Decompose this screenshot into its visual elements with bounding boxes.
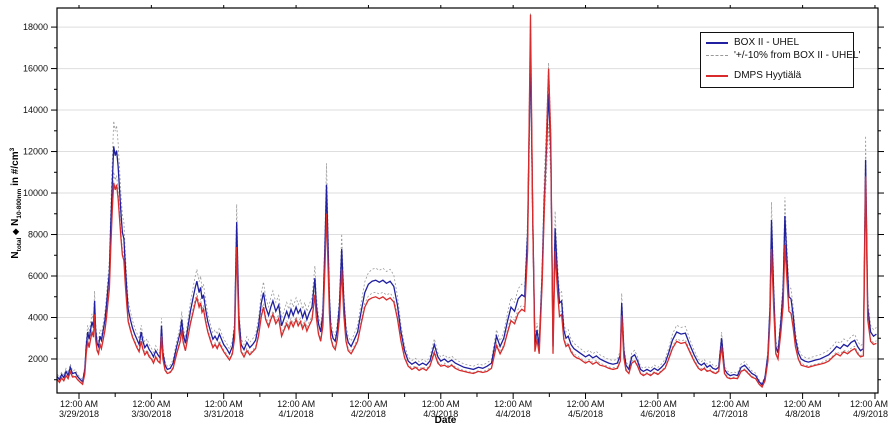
x-tick-date: 3/30/2018 xyxy=(131,409,171,419)
series-lines xyxy=(56,12,877,389)
y-tick-label: 8000 xyxy=(28,230,48,240)
x-tick-time: 12:00 AM xyxy=(349,399,387,409)
x-tick-date: 4/1/2018 xyxy=(279,409,314,419)
y-axis-label: Ntotal ◆ N10-800nm in #/cm3 xyxy=(9,85,23,321)
legend-item-plusminus10: '+/-10% from BOX II - UHEL' xyxy=(706,49,860,62)
x-tick-time: 12:00 AM xyxy=(494,399,532,409)
x-tick-date: 4/9/2018 xyxy=(853,409,888,419)
y-tick-label: 10000 xyxy=(23,188,48,198)
y-axis-label-n1: N xyxy=(10,251,22,259)
x-tick-date: 3/29/2018 xyxy=(59,409,99,419)
y-tick-label: 4000 xyxy=(28,312,48,322)
y-tick-label: 12000 xyxy=(23,147,48,157)
y-axis-label-units-exp: 3 xyxy=(8,147,16,152)
x-tick-time: 12:00 AM xyxy=(850,399,888,409)
x-tick-date: 4/6/2018 xyxy=(640,409,675,419)
x-tick-time: 12:00 AM xyxy=(567,399,605,409)
y-axis-label-n2-sub: 10-800nm xyxy=(16,188,24,219)
x-tick-date: 4/2/2018 xyxy=(351,409,386,419)
legend-swatch-blue-line xyxy=(706,41,728,44)
legend-swatch-red-line xyxy=(706,74,728,77)
series-plus10-dashed xyxy=(56,12,877,385)
x-tick-date: 4/3/2018 xyxy=(423,409,458,419)
x-tick-date: 4/7/2018 xyxy=(713,409,748,419)
y-tick-label: 14000 xyxy=(23,105,48,115)
x-tick-time: 12:00 AM xyxy=(639,399,677,409)
legend-label-plusminus10: '+/-10% from BOX II - UHEL' xyxy=(734,50,861,61)
y-axis-label-units: in #/cm xyxy=(10,151,22,189)
series-box-ii-uhel xyxy=(56,47,877,387)
x-tick-time: 12:00 AM xyxy=(784,399,822,409)
y-tick-label: 18000 xyxy=(23,22,48,32)
x-tick-date: 4/4/2018 xyxy=(496,409,531,419)
series-dmps-hyytiala xyxy=(56,14,877,389)
y-axis-label-n2: N xyxy=(10,218,22,226)
legend-item-dmps: DMPS Hyytiälä xyxy=(706,69,848,82)
y-tick-label: 16000 xyxy=(23,64,48,74)
y-axis-label-n1-sub: total xyxy=(16,237,24,252)
diamond-marker-icon: ◆ xyxy=(11,228,21,235)
x-tick-time: 12:00 AM xyxy=(277,399,315,409)
legend-swatch-dashed-line xyxy=(706,55,728,56)
tick-labels: 2000 4000 6000 8000 10000 12000 14000 16000 1800… xyxy=(23,22,888,419)
legend-label-box-ii: BOX II - UHEL xyxy=(734,37,800,48)
legend-item-box-ii: BOX II - UHEL xyxy=(706,36,848,49)
x-tick-time: 12:00 AM xyxy=(205,399,243,409)
x-tick-time: 12:00 AM xyxy=(132,399,170,409)
legend-label-dmps: DMPS Hyytiälä xyxy=(734,70,802,81)
x-tick-date: 3/31/2018 xyxy=(204,409,244,419)
y-tick-label: 2000 xyxy=(28,354,48,364)
x-tick-time: 12:00 AM xyxy=(60,399,98,409)
axes xyxy=(51,5,884,399)
y-tick-label: 6000 xyxy=(28,271,48,281)
x-tick-time: 12:00 AM xyxy=(711,399,749,409)
x-tick-date: 4/5/2018 xyxy=(568,409,603,419)
x-tick-date: 4/8/2018 xyxy=(785,409,820,419)
x-tick-time: 12:00 AM xyxy=(422,399,460,409)
x-axis-title: Date xyxy=(434,415,457,426)
legend-box: BOX II - UHEL '+/-10% from BOX II - UHEL… xyxy=(700,32,860,88)
gridlines xyxy=(57,26,878,360)
